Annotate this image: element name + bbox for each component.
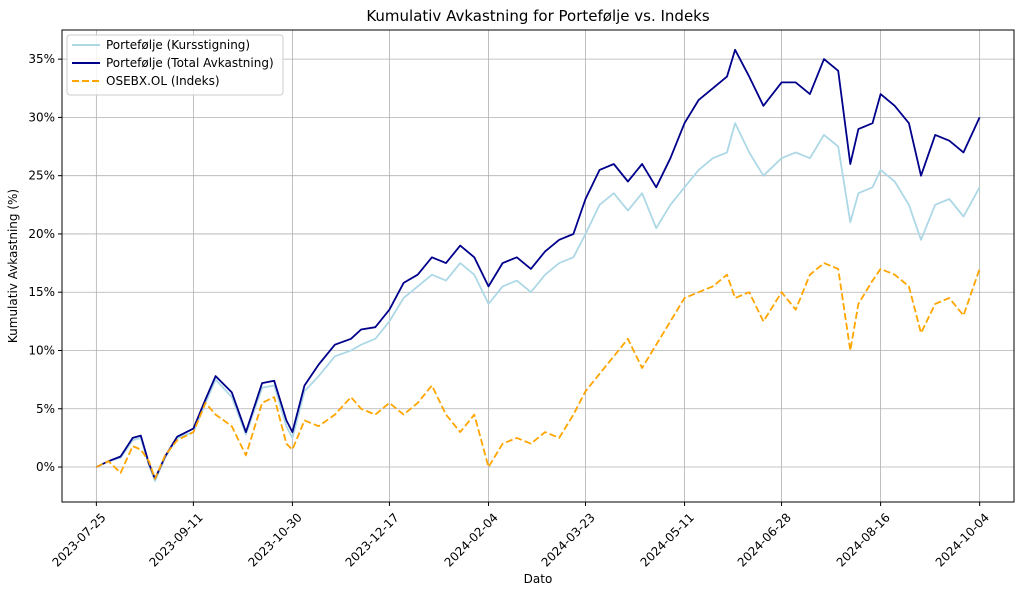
legend-label-osebx: OSEBX.OL (Indeks) — [106, 74, 220, 88]
y-axis-title: Kumulativ Avkastning (%) — [6, 189, 20, 343]
x-tick-label: 2024-06-28 — [735, 510, 794, 569]
y-tick-label: 35% — [28, 52, 55, 66]
y-tick-label: 10% — [28, 343, 55, 357]
series-line-total-avkastning — [96, 48, 981, 480]
x-tick-label: 2023-12-17 — [343, 510, 402, 569]
x-tick-label: 2024-08-16 — [834, 510, 893, 569]
legend-label-total-avkastning: Portefølje (Total Avkastning) — [106, 56, 274, 70]
legend: Portefølje (Kursstigning) Portefølje (To… — [66, 34, 284, 96]
x-tick-label: 2024-02-04 — [442, 510, 501, 569]
series-line-kursstigning — [96, 122, 981, 482]
y-tick-label: 20% — [28, 227, 55, 241]
chart-title: Kumulativ Avkastning for Portefølje vs. … — [366, 7, 710, 25]
y-tick-label: 25% — [28, 169, 55, 183]
series-lines — [96, 48, 981, 482]
legend-box — [66, 34, 284, 96]
x-tick-label: 2023-07-25 — [49, 510, 108, 569]
y-tick-label: 5% — [36, 402, 55, 416]
x-tick-label: 2024-05-11 — [638, 510, 697, 569]
x-tick-label: 2024-10-04 — [933, 510, 992, 569]
x-axis-ticks: 2023-07-25 2023-09-11 2023-10-30 2023-12-17… — [49, 502, 992, 570]
series-line-osebx — [96, 262, 981, 480]
x-tick-label: 2024-03-23 — [539, 510, 598, 569]
plot-frame — [61, 29, 1015, 503]
y-tick-label: 0% — [36, 460, 55, 474]
x-tick-label: 2023-10-30 — [246, 510, 305, 569]
y-tick-label: 15% — [28, 285, 55, 299]
x-tick-label: 2023-09-11 — [147, 510, 206, 569]
y-tick-label: 30% — [28, 110, 55, 124]
legend-label-kursstigning: Portefølje (Kursstigning) — [106, 38, 250, 52]
y-axis-ticks: 0% 5% 10% 15% 20% 25% 30% 35% — [28, 52, 62, 474]
x-axis-title: Dato — [524, 572, 553, 586]
grid — [62, 30, 1014, 502]
